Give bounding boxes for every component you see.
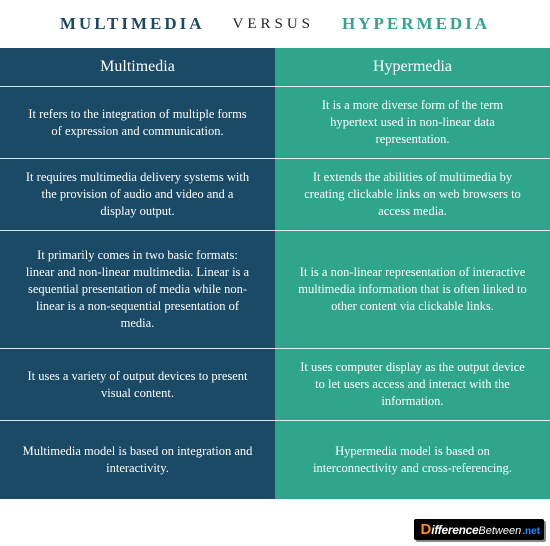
source-watermark: DifferenceBetween.net: [414, 519, 544, 540]
table-cell: Hypermedia model is based on interconnec…: [275, 421, 550, 499]
column-hypermedia: Hypermedia It is a more diverse form of …: [275, 48, 550, 499]
header-right-title: HYPERMEDIA: [342, 14, 490, 34]
table-cell: It uses a variety of output devices to p…: [0, 349, 275, 421]
table-cell: Multimedia model is based on integration…: [0, 421, 275, 499]
table-cell: It extends the abilities of multimedia b…: [275, 159, 550, 231]
watermark-rest: ifference: [431, 523, 478, 537]
table-cell: It refers to the integration of multiple…: [0, 87, 275, 159]
table-cell: It primarily comes in two basic formats:…: [0, 231, 275, 349]
header-left-title: MULTIMEDIA: [60, 14, 205, 34]
table-cell: It is a more diverse form of the term hy…: [275, 87, 550, 159]
column-header-right: Hypermedia: [275, 48, 550, 87]
header-versus: VERSUS: [233, 16, 315, 33]
watermark-between: Between: [478, 525, 521, 537]
table-cell: It is a non-linear representation of int…: [275, 231, 550, 349]
column-multimedia: Multimedia It refers to the integration …: [0, 48, 275, 499]
watermark-d: D: [420, 521, 431, 538]
watermark-net: .net: [521, 526, 540, 537]
column-header-left: Multimedia: [0, 48, 275, 87]
table-cell: It requires multimedia delivery systems …: [0, 159, 275, 231]
comparison-header: MULTIMEDIA VERSUS HYPERMEDIA: [0, 0, 550, 48]
comparison-table: Multimedia It refers to the integration …: [0, 48, 550, 499]
table-cell: It uses computer display as the output d…: [275, 349, 550, 421]
